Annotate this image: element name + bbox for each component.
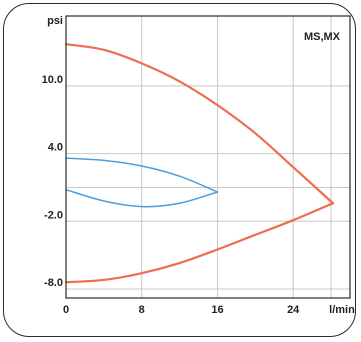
y-axis-unit-label: psi: [47, 15, 63, 27]
plot-frame: [65, 15, 351, 299]
orange-curve-2: [64, 202, 335, 284]
chart-card: 0 8 16 24 10.0 4.0 -2.0 -8.0 psi l/min MS,MX: [3, 3, 356, 337]
series-layer: [64, 43, 335, 284]
y-tick-label: -8.0: [44, 277, 63, 289]
orange-curve-1: [64, 43, 335, 205]
chart-svg: 0 8 16 24 10.0 4.0 -2.0 -8.0 psi l/min MS,MX: [42, 15, 356, 316]
y-tick-label: 4.0: [48, 142, 63, 154]
blue-curve-4: [65, 188, 219, 208]
y-tick-label: -2.0: [44, 209, 63, 221]
x-tick-label: 8: [139, 304, 145, 316]
x-tick-label: 24: [287, 304, 300, 316]
chart-annotation: MS,MX: [304, 31, 341, 43]
y-tick-label: 10.0: [42, 74, 63, 86]
tick-layer: 0 8 16 24 10.0 4.0 -2.0 -8.0: [42, 74, 301, 316]
x-tick-label: 0: [63, 304, 69, 316]
grid-layer: [66, 16, 350, 298]
x-axis-unit-label: l/min: [329, 304, 355, 316]
blue-curve-3: [65, 157, 219, 193]
x-tick-label: 16: [211, 304, 223, 316]
